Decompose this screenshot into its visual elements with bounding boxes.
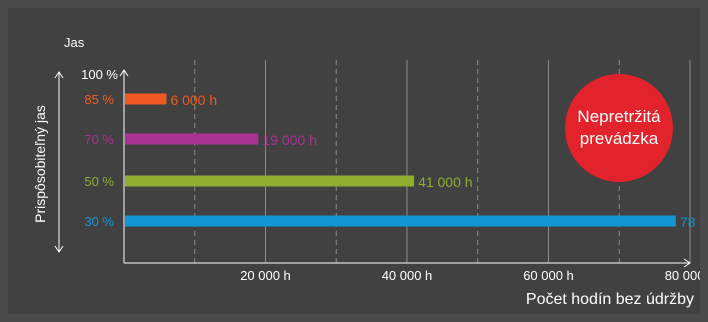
- y-axis-label: Prispôsobiteľný jas: [32, 105, 48, 223]
- ylabel-arrow-up: [54, 71, 64, 79]
- value-label-3: 78 000 h: [680, 214, 700, 230]
- value-label-2: 41 000 h: [418, 174, 473, 190]
- bars: 85 % 6 000 h 70 % 19 000 h 50 % 41 000 h 30 % 7…: [84, 92, 700, 230]
- x-tick-label-0: 20 000 h: [240, 268, 291, 283]
- value-label-1: 19 000 h: [262, 132, 317, 148]
- badge-line-1: Nepretržitá: [577, 107, 661, 126]
- bar-1: [125, 133, 259, 145]
- axes: [54, 69, 691, 268]
- ylabel-arrow-down: [54, 245, 64, 253]
- category-label-2: 50 %: [84, 174, 114, 189]
- value-label-0: 6 000 h: [170, 92, 217, 108]
- category-label-1: 70 %: [84, 132, 114, 147]
- badge-line-2: prevádzka: [579, 129, 659, 148]
- x-tick-label-2: 60 000 h: [523, 268, 574, 283]
- y-axis-title: Jas: [64, 35, 85, 50]
- x-axis-label: Počet hodín bez údržby: [526, 291, 694, 308]
- continuous-operation-badge: Nepretržitá prevádzka: [565, 74, 673, 182]
- y-top-label: 100 %: [81, 67, 118, 82]
- x-tick-labels: 20 000 h 40 000 h 60 000 h 80 000 h: [240, 268, 700, 283]
- y-axis-arrow: [119, 69, 129, 77]
- bar-3: [125, 215, 676, 227]
- category-label-0: 85 %: [84, 92, 114, 107]
- chart-panel: 85 % 6 000 h 70 % 19 000 h 50 % 41 000 h 30 % 7…: [8, 8, 700, 314]
- bar-0: [125, 93, 167, 105]
- x-tick-label-1: 40 000 h: [382, 268, 433, 283]
- category-label-3: 30 %: [84, 214, 114, 229]
- x-axis-arrow: [683, 258, 691, 268]
- bar-2: [125, 175, 415, 187]
- x-tick-label-3: 80 000 h: [665, 268, 700, 283]
